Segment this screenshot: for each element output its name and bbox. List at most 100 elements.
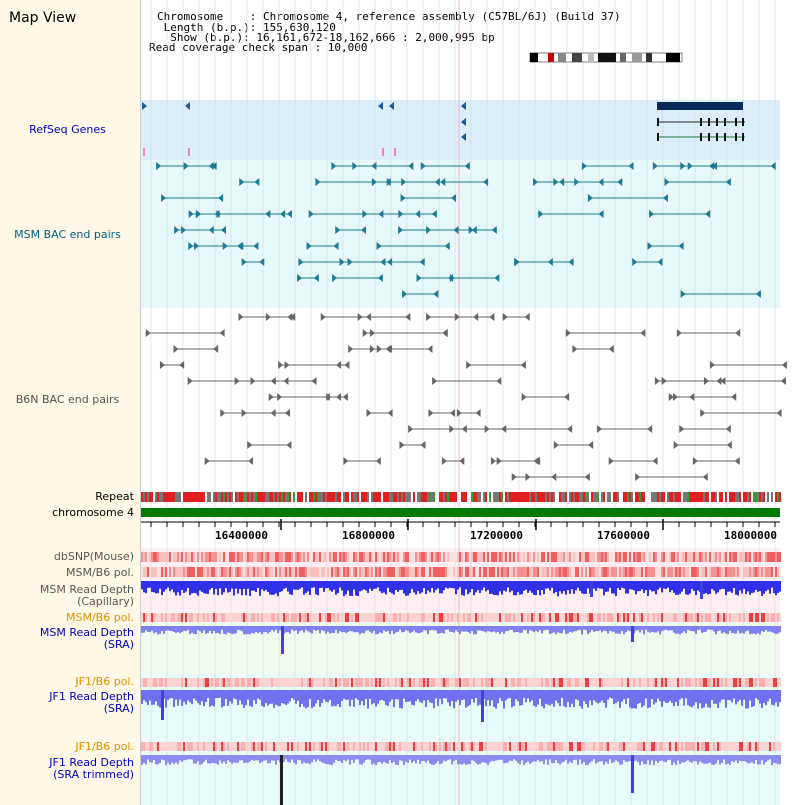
b6n-bac-end — [673, 393, 679, 401]
polymorphism-cell — [733, 678, 735, 687]
track-label-msm-capillary[interactable]: MSM Read Depth (Capillary) — [39, 583, 134, 608]
polymorphism-cell — [227, 613, 229, 622]
read-depth-bar — [543, 581, 545, 595]
polymorphism-cell — [325, 678, 327, 687]
polymorphism-cell — [407, 742, 409, 751]
polymorphism-cell — [317, 552, 319, 562]
read-depth-bar — [153, 626, 155, 634]
read-depth-bar — [749, 755, 751, 764]
read-depth-bar — [263, 581, 265, 592]
repeat-bar — [147, 492, 149, 502]
read-depth-bar — [605, 581, 607, 592]
read-depth-bar — [293, 581, 295, 590]
read-depth-bar — [197, 581, 199, 596]
polymorphism-cell — [541, 552, 543, 562]
read-depth-bar — [265, 755, 267, 761]
polymorphism-cell — [639, 678, 641, 687]
polymorphism-cell — [531, 567, 533, 577]
polymorphism-cell — [529, 678, 531, 687]
read-depth-bar — [477, 581, 479, 591]
polymorphism-cell — [377, 567, 379, 577]
read-depth-bar — [683, 581, 685, 589]
read-depth-bar — [727, 755, 729, 764]
track-label-dbsnp[interactable]: dbSNP(Mouse) — [53, 550, 134, 563]
polymorphism-cell — [173, 567, 175, 577]
read-depth-bar — [333, 690, 335, 706]
read-depth-bar — [639, 690, 641, 703]
polymorphism-cell — [299, 742, 301, 751]
read-depth-bar — [745, 581, 747, 594]
read-depth-bar — [397, 755, 399, 766]
read-depth-bar — [689, 755, 691, 763]
read-depth-bar — [583, 690, 585, 702]
read-depth-bar — [577, 581, 579, 588]
polymorphism-cell — [469, 742, 471, 751]
repeat-bar — [451, 492, 453, 502]
read-depth-bar — [485, 581, 487, 592]
polymorphism-cell — [457, 678, 459, 687]
polymorphism-cell — [525, 567, 527, 577]
read-depth-bar — [693, 581, 695, 591]
repeat-bar — [387, 492, 389, 502]
read-depth-bar — [629, 755, 631, 761]
polymorphism-cell — [497, 613, 499, 622]
polymorphism-cell — [293, 552, 295, 562]
polymorphism-cell — [447, 742, 449, 751]
polymorphism-cell — [355, 613, 357, 622]
polymorphism-cell — [413, 742, 415, 751]
read-depth-bar — [539, 626, 541, 631]
read-depth-bar — [313, 690, 315, 707]
repeat-bar — [685, 492, 687, 502]
read-depth-bar — [649, 581, 651, 590]
read-depth-bar — [353, 755, 355, 763]
polymorphism-cell — [151, 613, 153, 622]
read-depth-bar — [301, 581, 303, 588]
read-depth-bar — [459, 581, 461, 588]
polymorphism-cell — [617, 552, 619, 562]
read-depth-bar — [509, 626, 511, 630]
polymorphism-cell — [305, 567, 307, 577]
polymorphism-cell — [289, 567, 291, 577]
repeat-bar — [233, 492, 235, 502]
polymorphism-cell — [771, 742, 773, 751]
repeat-bar — [319, 492, 321, 502]
read-depth-bar — [193, 690, 195, 699]
polymorphism-cell — [729, 678, 731, 687]
polymorphism-cell — [145, 613, 147, 622]
polymorphism-cell — [611, 613, 613, 622]
track-label-jf1-trimmed[interactable]: JF1 Read Depth (SRA trimmed) — [49, 756, 134, 781]
track-label-refseq[interactable]: RefSeq Genes — [29, 123, 106, 136]
b6n-bac-end — [725, 425, 731, 433]
read-depth-bar — [177, 690, 179, 706]
track-label-msm-bac[interactable]: MSM BAC end pairs — [14, 228, 121, 241]
repeat-bar — [735, 492, 737, 502]
polymorphism-cell — [359, 567, 361, 577]
polymorphism-cell — [451, 567, 453, 577]
read-depth-bar — [367, 626, 369, 631]
track-label-jf1-pol[interactable]: JF1/B6 pol. — [75, 675, 134, 688]
repeat-bar — [613, 492, 615, 502]
track-label-jf1-pol-2[interactable]: JF1/B6 pol. — [75, 740, 134, 753]
track-label-msm-pol-2[interactable]: MSM/B6 pol. — [66, 611, 134, 624]
polymorphism-cell — [239, 742, 241, 751]
read-depth-bar — [519, 626, 521, 634]
track-label-b6n-bac[interactable]: B6N BAC end pairs — [15, 393, 120, 406]
repeat-bar — [299, 492, 301, 502]
read-depth-bar — [695, 626, 697, 634]
polymorphism-cell — [213, 742, 215, 751]
read-depth-bar — [691, 690, 693, 708]
repeat-bar — [231, 492, 233, 502]
track-label-msm-sra[interactable]: MSM Read Depth (SRA) — [39, 626, 134, 651]
msm-bac-end — [239, 178, 245, 186]
repeat-bar — [503, 492, 505, 502]
repeat-bar — [705, 492, 707, 502]
track-label-jf1-sra[interactable]: JF1 Read Depth (SRA) — [49, 690, 134, 715]
track-label-msm-pol[interactable]: MSM/B6 pol. — [66, 566, 134, 579]
chromosome-ideogram[interactable] — [528, 52, 688, 64]
polymorphism-cell — [577, 567, 579, 577]
polymorphism-cell — [625, 567, 627, 577]
polymorphism-cell — [265, 567, 267, 577]
read-depth-bar — [419, 690, 421, 702]
read-depth-bar — [349, 690, 351, 707]
